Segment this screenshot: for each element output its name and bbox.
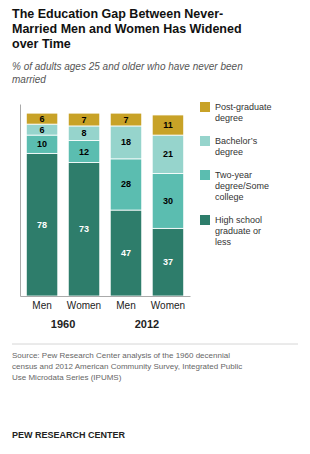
title: The Education Gap Between Never-Married … bbox=[12, 7, 242, 51]
bar-segment bbox=[26, 113, 57, 124]
data-label: 28 bbox=[121, 179, 131, 189]
footer: PEW RESEARCH CENTER bbox=[12, 430, 126, 440]
x-tick-label: Women bbox=[151, 300, 185, 311]
x-tick: Women bbox=[151, 296, 185, 311]
x-tick-label: Men bbox=[32, 300, 51, 311]
data-label: 7 bbox=[123, 115, 128, 125]
source-line: Source: Pew Research Center analysis of … bbox=[12, 351, 230, 360]
bar-segment bbox=[152, 135, 183, 173]
legend-label-line: degree bbox=[215, 113, 243, 123]
data-label: 11 bbox=[163, 120, 173, 130]
data-label: 18 bbox=[121, 137, 131, 147]
separator bbox=[12, 344, 298, 345]
legend-label-line: High school bbox=[215, 215, 262, 225]
legend-swatch bbox=[200, 136, 210, 146]
bar-segment bbox=[110, 159, 141, 210]
legend-swatch bbox=[200, 102, 210, 112]
x-tick: Men bbox=[116, 296, 135, 311]
legend-label: Post-graduatedegree bbox=[215, 102, 272, 123]
bar-segment bbox=[152, 228, 183, 296]
chart: The Education Gap Between Never-Married … bbox=[0, 0, 310, 454]
x-axis: Men Women Men Women bbox=[21, 296, 191, 311]
legend: Post-graduatedegreeBachelor’sdegreeTwo-y… bbox=[200, 102, 272, 247]
legend-label-line: Bachelor’s bbox=[215, 136, 258, 146]
legend-label-line: Two-year bbox=[215, 170, 252, 180]
legend-label: Bachelor’sdegree bbox=[215, 136, 258, 157]
x-tick-label: Men bbox=[116, 300, 135, 311]
data-label: 6 bbox=[40, 125, 45, 135]
legend-label-line: graduate or bbox=[215, 226, 261, 236]
bar-segment bbox=[26, 153, 57, 296]
bar-segment bbox=[68, 163, 99, 296]
data-label: 37 bbox=[163, 257, 173, 267]
bar-segment bbox=[110, 210, 141, 296]
y-axis bbox=[20, 105, 21, 297]
source-line: census and 2012 American Community Surve… bbox=[12, 362, 242, 371]
legend-label-line: Post-graduate bbox=[215, 102, 272, 112]
bar-segment bbox=[26, 124, 57, 135]
group-label: 2012 bbox=[135, 318, 159, 330]
y-axis-line bbox=[20, 105, 21, 297]
data-label: 78 bbox=[37, 220, 47, 230]
data-label: 12 bbox=[79, 147, 89, 157]
bar-segment bbox=[68, 113, 99, 126]
bar-segment bbox=[26, 135, 57, 153]
legend-swatch bbox=[200, 215, 210, 225]
bar-segment bbox=[152, 115, 183, 135]
legend-label: High schoolgraduate orless bbox=[215, 215, 262, 247]
title-line: Married Men and Women Has Widened bbox=[12, 22, 242, 36]
data-label: 7 bbox=[82, 115, 87, 125]
x-tick: Women bbox=[67, 296, 101, 311]
group-label: 1960 bbox=[51, 318, 75, 330]
legend-label-line: less bbox=[215, 237, 232, 247]
legend-label-line: degree bbox=[215, 147, 243, 157]
legend-label-line: college bbox=[215, 192, 244, 202]
bar-segment bbox=[110, 126, 141, 159]
data-label: 21 bbox=[163, 149, 173, 159]
data-label: 8 bbox=[82, 128, 87, 138]
bar-segment bbox=[68, 126, 99, 141]
data-label: 47 bbox=[121, 248, 131, 258]
title-line: over Time bbox=[12, 37, 71, 51]
legend-label: Two-yeardegree/Somecollege bbox=[215, 170, 269, 202]
data-label: 10 bbox=[37, 139, 47, 149]
data-label: 30 bbox=[163, 196, 173, 206]
title-line: The Education Gap Between Never- bbox=[12, 7, 223, 21]
source: Source: Pew Research Center analysis of … bbox=[12, 351, 242, 382]
legend-swatch bbox=[200, 170, 210, 180]
subtitle-line: married bbox=[12, 74, 46, 85]
bars bbox=[26, 113, 183, 296]
bar-segment bbox=[110, 113, 141, 126]
x-tick: Men bbox=[32, 296, 51, 311]
x-axis-line bbox=[21, 296, 191, 297]
source-line: Use Microdata Series (IPUMS) bbox=[12, 373, 122, 382]
bar-segment bbox=[68, 141, 99, 163]
legend-label-line: degree/Some bbox=[215, 181, 269, 191]
x-tick-label: Women bbox=[67, 300, 101, 311]
subtitle: % of adults ages 25 and older who have n… bbox=[12, 61, 243, 85]
data-labels: 78 73 47 37 10 12 28 30 6 8 18 21 6 7 7 11 bbox=[37, 114, 173, 268]
data-label: 6 bbox=[40, 114, 45, 124]
bar-segment bbox=[152, 173, 183, 228]
subtitle-line: % of adults ages 25 and older who have n… bbox=[12, 61, 243, 72]
data-label: 73 bbox=[79, 224, 89, 234]
